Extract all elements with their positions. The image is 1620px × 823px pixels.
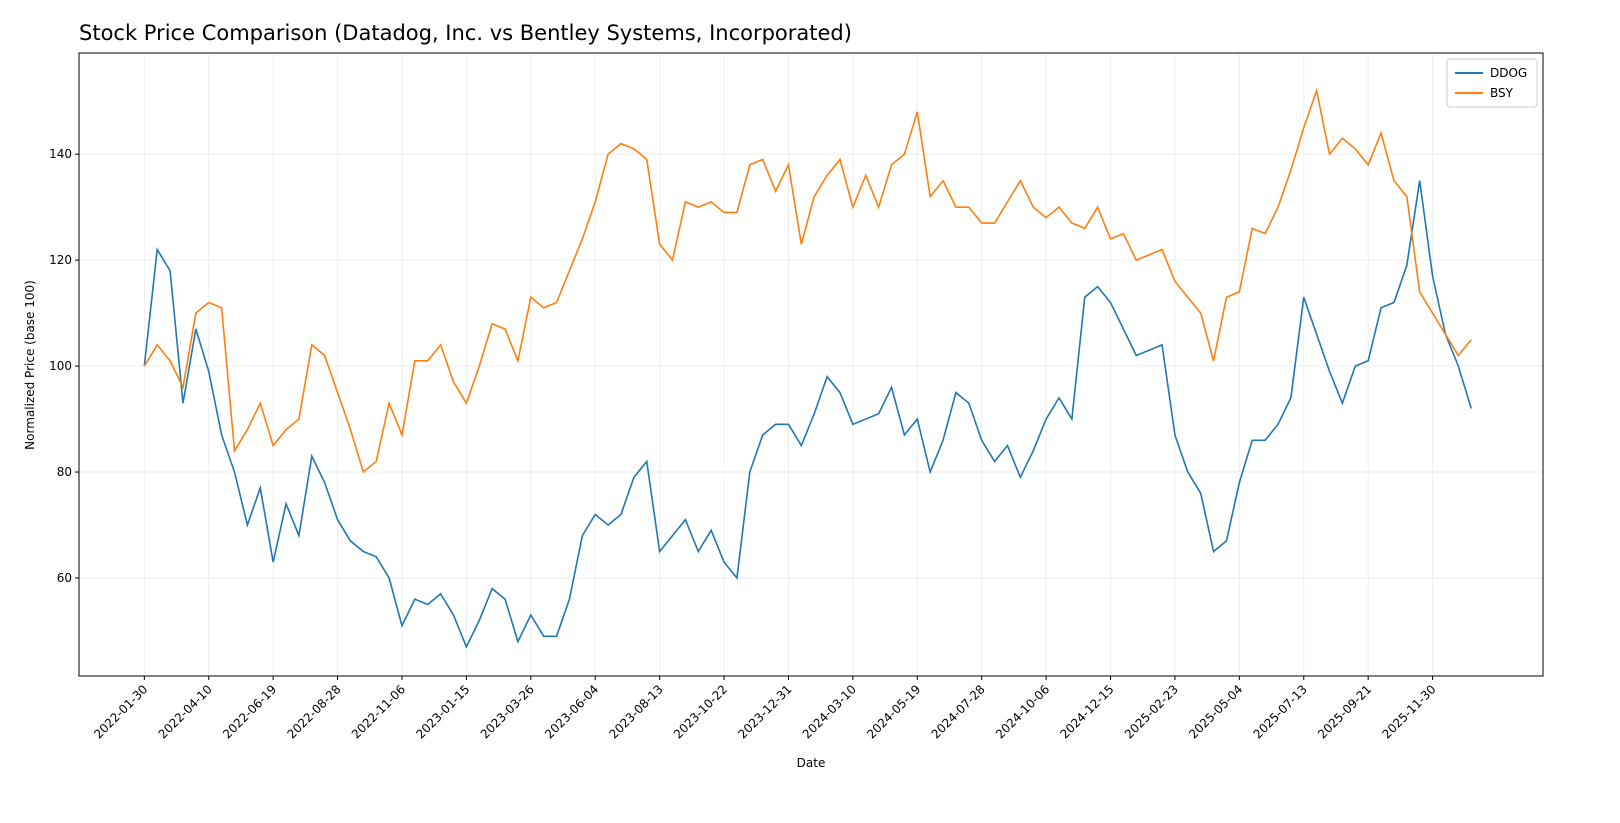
x-tick-label: 2023-12-31	[735, 682, 794, 741]
y-tick-label: 120	[49, 253, 72, 267]
x-tick-label: 2022-08-28	[284, 682, 343, 741]
x-tick-label: 2023-01-15	[413, 682, 472, 741]
y-tick-label: 100	[49, 359, 72, 373]
chart-title: Stock Price Comparison (Datadog, Inc. vs…	[79, 21, 852, 45]
legend-label: BSY	[1490, 86, 1514, 100]
line-series	[143, 87, 1472, 474]
legend-box	[1446, 58, 1538, 108]
x-tick-label: 2023-06-04	[542, 682, 601, 741]
x-tick-label: 2024-12-15	[1057, 682, 1116, 741]
x-tick-label: 2022-04-10	[156, 682, 215, 741]
legend: DDOG BSY	[1446, 58, 1538, 108]
x-tick-label: 2025-07-13	[1251, 682, 1310, 741]
plot-frame	[78, 52, 1544, 677]
x-tick-label: 2022-01-30	[91, 682, 150, 741]
line-series	[143, 180, 1472, 649]
x-tick-label: 2025-05-04	[1186, 682, 1245, 741]
x-tick-label: 2023-10-22	[671, 682, 730, 741]
x-axis-label: Date	[797, 756, 826, 770]
x-tick-label: 2022-06-19	[220, 682, 279, 741]
x-tick-label: 2025-11-30	[1379, 682, 1438, 741]
legend-label: DDOG	[1490, 66, 1527, 80]
y-tick-label: 60	[57, 571, 72, 585]
y-axis-label: Normalized Price (base 100)	[23, 280, 37, 450]
x-tick-label: 2024-10-06	[993, 682, 1052, 741]
x-tick-label: 2024-03-10	[800, 682, 859, 741]
x-tick-label: 2025-09-21	[1315, 682, 1374, 741]
x-tick-label: 2023-03-26	[478, 682, 537, 741]
x-tick-label: 2022-11-06	[349, 682, 408, 741]
x-tick-label: 2023-08-13	[607, 682, 666, 741]
x-tick-label: 2024-07-28	[929, 682, 988, 741]
y-tick-label: 80	[57, 465, 72, 479]
x-tick-label: 2024-05-19	[864, 682, 923, 741]
x-tick-label: 2025-02-23	[1122, 682, 1181, 741]
y-tick-label: 140	[49, 147, 72, 161]
